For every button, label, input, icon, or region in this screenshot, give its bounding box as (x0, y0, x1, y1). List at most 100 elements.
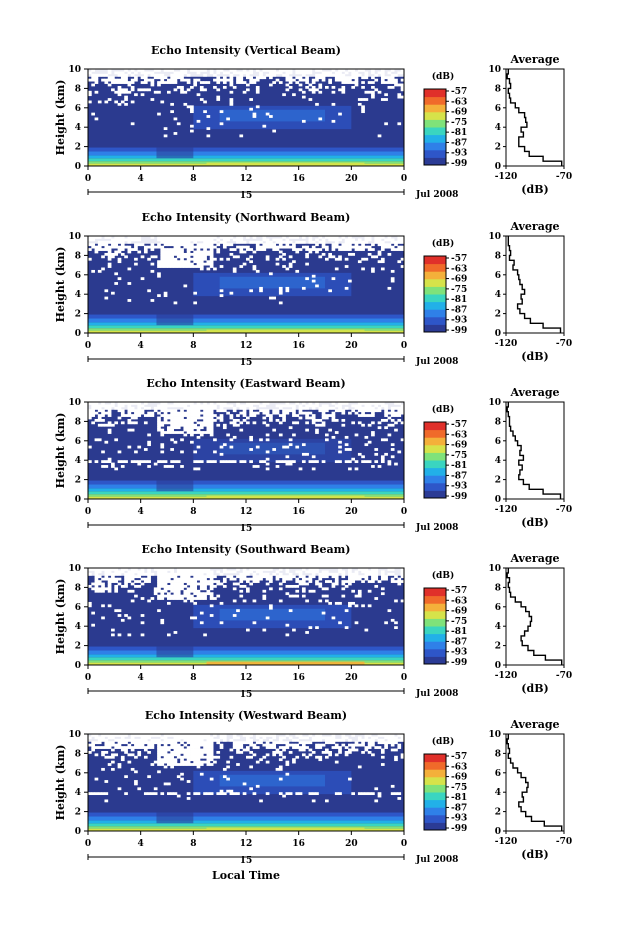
heatmap-gap (325, 580, 329, 583)
heatmap-gap (206, 240, 211, 244)
heatmap-gap (209, 758, 214, 762)
heatmap-gap (186, 265, 191, 268)
heatmap-gap (305, 85, 309, 89)
heatmap-gap (120, 404, 125, 408)
heatmap-gap (91, 236, 95, 239)
heatmap-gap (124, 584, 128, 588)
heatmap-gap (176, 570, 181, 574)
heatmap-gap (107, 763, 112, 766)
heatmap-gap (91, 734, 95, 737)
heatmap-gap (219, 582, 224, 586)
heatmap-gap (199, 587, 204, 591)
heatmap-gap (249, 741, 253, 745)
heatmap-gap (341, 594, 346, 598)
heatmap-gap (390, 448, 395, 451)
heatmap-gap (147, 289, 151, 293)
heatmap-gap (371, 81, 375, 84)
heatmap-gap (384, 418, 388, 422)
heatmap-gap (292, 584, 296, 588)
heatmap-gap (88, 604, 92, 608)
colorbar-tick-label: -81 (451, 793, 467, 803)
heatmap-gap (255, 568, 260, 571)
heatmap-gap (380, 243, 385, 247)
heatmap-gap (331, 414, 336, 417)
heatmap-gap (272, 411, 277, 415)
colorbar-swatch (424, 610, 446, 619)
heatmap-gap (255, 411, 260, 415)
heatmap-gap (147, 245, 151, 249)
heatmap-gap (232, 792, 237, 796)
heatmap-gap (196, 416, 201, 420)
heatmap-band (88, 328, 404, 331)
heatmap-gap (150, 572, 155, 576)
heatmap-gap (338, 238, 342, 242)
heatmap-gap (203, 594, 207, 598)
heatmap-gap (301, 402, 306, 405)
heatmap-gap (111, 577, 115, 581)
heatmap-gap (371, 269, 375, 273)
heatmap-gap (380, 592, 385, 596)
heatmap-gap (249, 765, 253, 769)
heatmap-gap (292, 433, 296, 437)
heatmap-gap (206, 411, 211, 415)
heatmap-gap (209, 402, 214, 405)
heatmap-gap (380, 734, 385, 737)
heatmap-gap (173, 250, 178, 254)
heatmap-gap (196, 69, 201, 72)
heatmap-gap (196, 426, 201, 430)
heatmap-gap (124, 460, 128, 464)
heatmap-gap (183, 584, 188, 588)
heatmap-gap (239, 248, 244, 251)
heatmap-gap (242, 575, 247, 579)
heatmap-gap (170, 414, 174, 417)
heatmap-gap (301, 753, 306, 757)
heatmap-gap (249, 409, 253, 413)
heatmap-gap (262, 404, 267, 408)
heatmap-gap (157, 428, 161, 432)
heatmap-gap (338, 71, 342, 75)
heatmap-gap (295, 414, 300, 417)
heatmap-gap (209, 418, 214, 422)
heatmap-gap (199, 433, 204, 437)
heatmap-gap (249, 69, 253, 72)
heatmap-gap (190, 580, 194, 583)
heatmap-gap (301, 575, 306, 579)
heatmap-gap (278, 741, 283, 745)
heatmap-gap (107, 421, 112, 425)
heatmap-gap (147, 568, 151, 571)
heatmap-gap (153, 787, 158, 791)
heatmap-gap (97, 245, 102, 249)
heatmap-gap (298, 88, 303, 92)
heatmap-gap (400, 71, 404, 75)
heatmap-gap (153, 73, 158, 77)
heatmap-gap (213, 73, 217, 77)
heatmap-gap (170, 426, 174, 430)
heatmap-gap (209, 71, 214, 75)
heatmap-gap (176, 73, 181, 77)
heatmap-gap (341, 572, 346, 576)
heatmap-gap (186, 748, 191, 752)
heatmap-gap (104, 734, 109, 737)
heatmap-gap (163, 257, 168, 261)
heatmap-gap (361, 257, 365, 261)
heatmap-gap (173, 736, 178, 740)
heatmap-gap (357, 240, 362, 244)
heatmap-gap (167, 69, 171, 72)
day-label: 15 (240, 690, 253, 700)
heatmap-gap (269, 587, 273, 591)
heatmap-gap (269, 604, 273, 608)
heatmap-gap (183, 404, 188, 408)
heatmap-gap (163, 262, 168, 266)
heatmap-gap (107, 584, 112, 588)
heatmap-gap (111, 255, 115, 259)
heatmap-gap (180, 584, 184, 588)
heatmap-gap (249, 570, 253, 574)
heatmap-gap (318, 76, 323, 80)
heatmap-gap (252, 406, 257, 410)
heatmap-gap (311, 414, 316, 417)
heatmap-gap (318, 575, 323, 579)
heatmap-gap (167, 758, 171, 762)
heatmap-gap (219, 294, 224, 298)
heatmap-gap (282, 73, 286, 77)
heatmap-gap (242, 411, 247, 415)
